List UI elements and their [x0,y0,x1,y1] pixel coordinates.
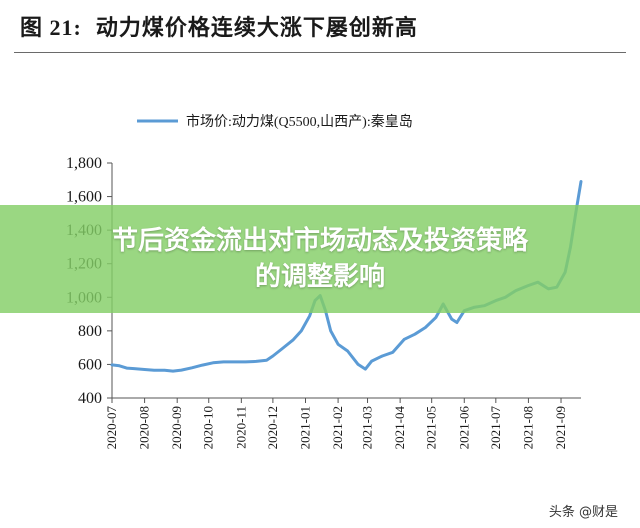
x-tick-label: 2021-02 [330,406,345,449]
y-tick-label: 600 [78,356,102,373]
x-tick-label: 2021-03 [360,406,375,449]
chart-legend: 市场价:动力煤(Q5500,山西产):秦皇岛 [137,113,413,130]
x-tick-label: 2020-12 [265,406,280,449]
x-tick-label: 2021-09 [553,406,568,449]
source-watermark: 头条 @财是 [548,505,618,520]
x-tick-label: 2021-04 [392,406,407,450]
figure-number: 图 21: [20,15,82,40]
figure-title: 图 21: 动力煤价格连续大涨下屡创新高 [20,10,418,42]
x-tick-label: 2020-07 [104,406,119,450]
title-divider [14,52,626,53]
x-tick-label: 2021-08 [520,406,535,449]
y-tick-label: 1,800 [66,155,102,172]
headline-line-1: 节后资金流出对市场动态及投资策略 [111,226,528,256]
y-tick-label: 1,600 [66,189,102,206]
headline-banner: 节后资金流出对市场动态及投资策略 的调整影响 [0,205,640,313]
x-tick-label: 2021-06 [456,406,471,450]
x-tick-label: 2021-07 [488,406,503,450]
headline-line-2: 的调整影响 [254,262,385,292]
x-tick-label: 2020-10 [201,406,216,449]
x-axis: 2020-07 2020-08 2020-09 2020-10 2020-11 2020-… [104,397,581,450]
x-tick-label: 2020-08 [137,406,152,449]
x-tick-label: 2021-05 [424,406,439,449]
x-tick-label: 2020-11 [233,406,248,449]
y-tick-label: 800 [78,323,102,340]
y-tick-label: 400 [78,390,102,407]
legend-label: 市场价:动力煤(Q5500,山西产):秦皇岛 [186,113,413,130]
x-tick-label: 2020-09 [169,406,184,449]
x-tick-label: 2021-01 [297,406,312,449]
figure-title-text: 动力煤价格连续大涨下屡创新高 [95,15,418,40]
